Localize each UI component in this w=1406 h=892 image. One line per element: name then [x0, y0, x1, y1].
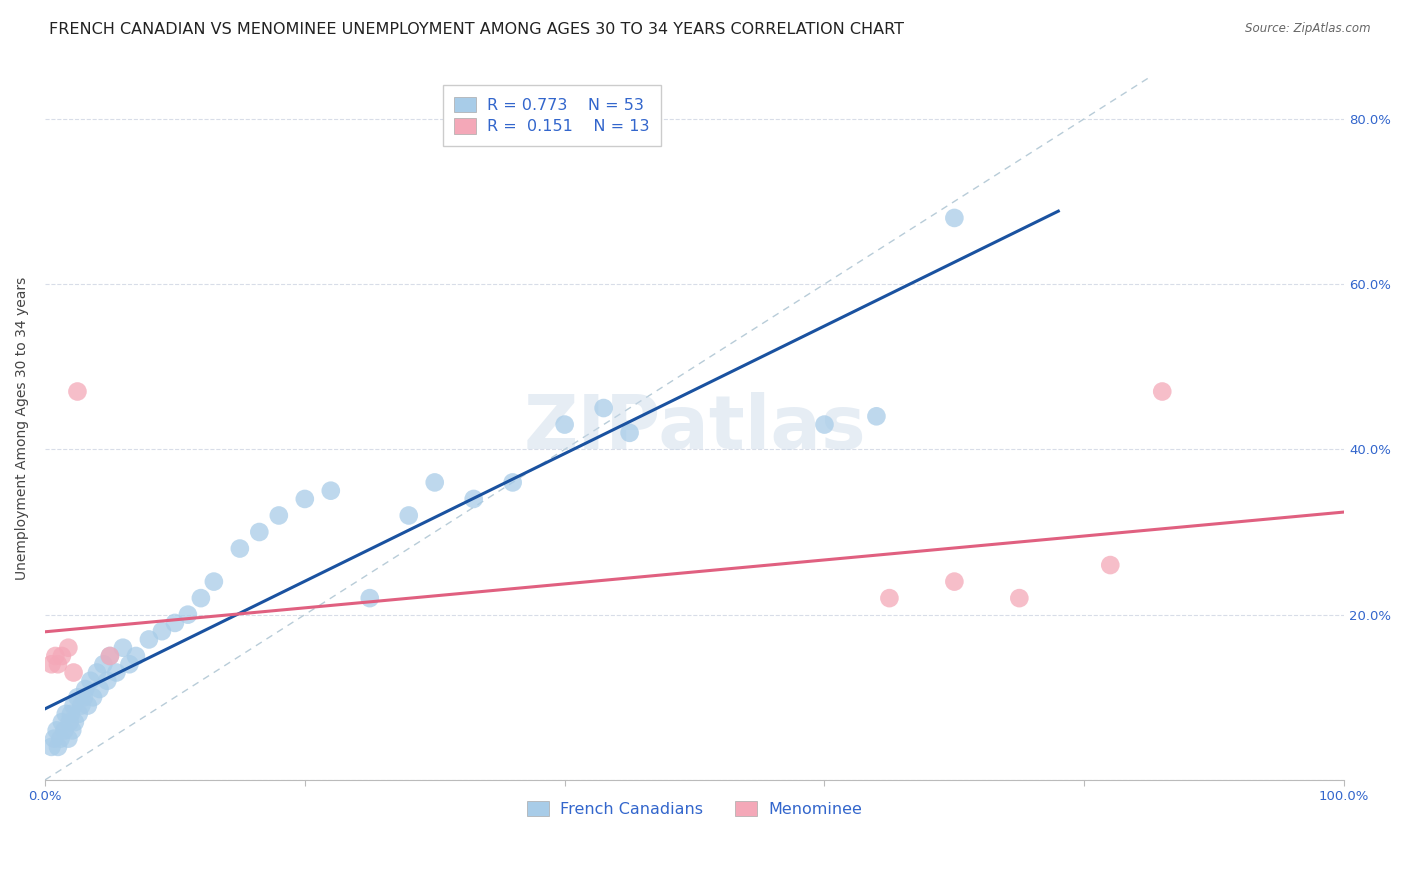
Point	[63, 715, 86, 730]
Point	[502, 475, 524, 490]
Point	[93, 657, 115, 672]
Text: ZIPatlas: ZIPatlas	[523, 392, 866, 466]
Point	[45, 723, 67, 738]
Point	[1008, 591, 1031, 606]
Point	[58, 640, 80, 655]
Point	[59, 715, 82, 730]
Point	[619, 425, 641, 440]
Point	[51, 648, 73, 663]
Point	[105, 665, 128, 680]
Point	[89, 681, 111, 696]
Point	[70, 698, 93, 713]
Point	[865, 409, 887, 424]
Point	[554, 417, 576, 432]
Point	[44, 648, 66, 663]
Point	[1099, 558, 1122, 572]
Point	[76, 698, 98, 713]
Point	[46, 739, 69, 754]
Point	[62, 698, 84, 713]
Point	[150, 624, 173, 639]
Point	[82, 690, 104, 705]
Point	[319, 483, 342, 498]
Y-axis label: Unemployment Among Ages 30 to 34 years: Unemployment Among Ages 30 to 34 years	[15, 277, 30, 581]
Point	[66, 384, 89, 399]
Point	[423, 475, 446, 490]
Point	[163, 615, 186, 630]
Point	[42, 731, 65, 746]
Point	[73, 690, 96, 705]
Point	[59, 706, 82, 721]
Point	[943, 211, 966, 225]
Point	[49, 731, 72, 746]
Point	[177, 607, 200, 622]
Point	[96, 673, 118, 688]
Point	[118, 657, 141, 672]
Point	[55, 706, 77, 721]
Point	[58, 731, 80, 746]
Text: Source: ZipAtlas.com: Source: ZipAtlas.com	[1246, 22, 1371, 36]
Point	[398, 508, 420, 523]
Point	[86, 665, 108, 680]
Point	[125, 648, 148, 663]
Point	[463, 491, 485, 506]
Point	[229, 541, 252, 556]
Point	[66, 690, 89, 705]
Point	[41, 739, 63, 754]
Point	[190, 591, 212, 606]
Point	[294, 491, 316, 506]
Point	[60, 723, 83, 738]
Point	[67, 706, 90, 721]
Point	[62, 665, 84, 680]
Point	[111, 640, 134, 655]
Point	[943, 574, 966, 589]
Point	[41, 657, 63, 672]
Point	[51, 715, 73, 730]
Point	[79, 673, 101, 688]
Point	[98, 648, 121, 663]
Point	[1152, 384, 1174, 399]
Point	[46, 657, 69, 672]
Point	[75, 681, 97, 696]
Legend: French Canadians, Menominee: French Canadians, Menominee	[519, 793, 870, 825]
Point	[813, 417, 835, 432]
Point	[202, 574, 225, 589]
Point	[247, 524, 270, 539]
Point	[53, 723, 76, 738]
Point	[879, 591, 901, 606]
Point	[359, 591, 381, 606]
Point	[267, 508, 290, 523]
Point	[98, 648, 121, 663]
Point	[592, 401, 614, 415]
Point	[138, 632, 160, 647]
Text: FRENCH CANADIAN VS MENOMINEE UNEMPLOYMENT AMONG AGES 30 TO 34 YEARS CORRELATION : FRENCH CANADIAN VS MENOMINEE UNEMPLOYMEN…	[49, 22, 904, 37]
